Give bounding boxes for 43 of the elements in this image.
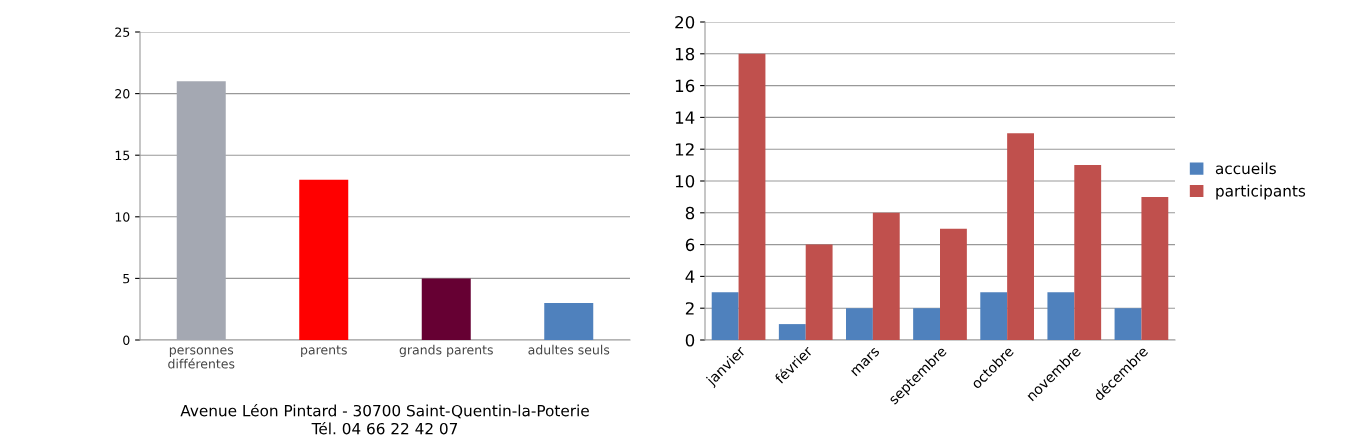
text: Avenue Léon Pintard - 30700 Saint-Quentin-la-Poterie — [180, 404, 589, 419]
y-tick-label: 2 — [685, 302, 694, 315]
bar — [913, 308, 940, 340]
y-tick-label: 14 — [675, 111, 695, 124]
y-tick-label: 25 — [115, 27, 130, 37]
bar — [1047, 292, 1075, 340]
legend-label: participants — [1216, 184, 1306, 200]
bar — [778, 324, 806, 340]
bar — [1074, 165, 1102, 340]
y-tick-label: 18 — [675, 47, 695, 61]
bar — [805, 244, 833, 340]
text: Tél. 04 66 22 42 07 — [311, 422, 458, 435]
y-tick-label: 16 — [675, 79, 695, 93]
y-tick-label: 20 — [115, 89, 130, 99]
y-tick-label: 12 — [675, 143, 694, 156]
x-tick-label: parents — [301, 345, 347, 357]
bar — [1141, 196, 1169, 340]
bar — [544, 303, 594, 340]
bar — [176, 81, 226, 340]
x-tick-label: adultes seuls — [528, 344, 610, 355]
x-tick-label: personnes différentes — [168, 347, 235, 369]
bar — [980, 292, 1008, 340]
bar — [421, 278, 471, 340]
bar — [738, 53, 766, 340]
bar — [711, 292, 739, 340]
legend-label: accueils — [1215, 162, 1276, 175]
y-tick-label: 0 — [123, 335, 130, 345]
y-tick-label: 10 — [675, 174, 695, 188]
bar — [872, 212, 900, 340]
y-tick-label: 15 — [115, 150, 130, 161]
y-tick-label: 10 — [115, 212, 130, 222]
x-tick-label: grands parents — [399, 344, 493, 357]
bar — [299, 179, 349, 340]
bar — [1114, 308, 1142, 340]
y-tick-label: 4 — [685, 270, 695, 283]
y-tick-label: 6 — [685, 238, 695, 252]
bar — [846, 308, 873, 340]
bar — [940, 228, 967, 340]
bar — [1007, 133, 1034, 340]
y-tick-label: 0 — [685, 333, 695, 347]
y-tick-label: 8 — [685, 206, 695, 220]
y-tick-label: 20 — [675, 15, 695, 29]
y-tick-label: 5 — [123, 274, 130, 284]
